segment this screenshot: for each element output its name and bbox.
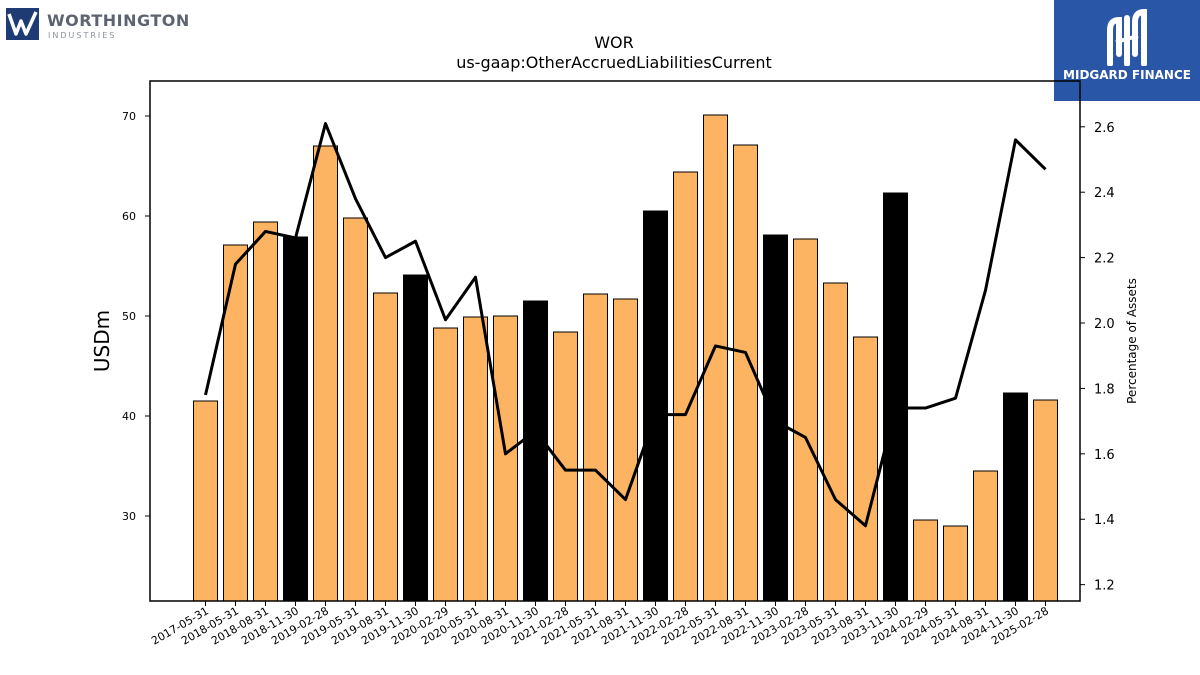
- bar: [433, 327, 458, 602]
- y2-tick-label: 2.0: [1094, 317, 1115, 332]
- bar: [673, 171, 698, 602]
- worthington-logo: WORTHINGTON INDUSTRIES: [6, 8, 189, 44]
- y2-tick-label: 1.2: [1094, 579, 1115, 594]
- bar: [823, 282, 848, 602]
- y2-tick-label: 1.6: [1094, 448, 1115, 463]
- bar: [283, 236, 308, 602]
- bar: [973, 470, 998, 602]
- worthington-name: WORTHINGTON: [47, 11, 190, 30]
- bar: [703, 114, 728, 602]
- percentage-line: [204, 122, 1047, 528]
- bar: [343, 217, 368, 602]
- chart-subtitle: us-gaap:OtherAccruedLiabilitiesCurrent: [456, 53, 772, 72]
- y2-tick-label: 2.2: [1094, 252, 1115, 267]
- bar: [883, 192, 908, 602]
- bar: [403, 274, 428, 602]
- bar: [853, 336, 878, 602]
- y2-tick-label: 1.8: [1094, 382, 1115, 397]
- chart-title: WOR: [594, 33, 634, 52]
- y-tick-label: 40: [122, 410, 136, 423]
- y-tick-label: 60: [122, 210, 136, 223]
- y2-axis-label: Percentage of Assets: [1125, 278, 1139, 404]
- bar: [463, 316, 488, 602]
- bar: [523, 300, 548, 602]
- line-series: [204, 122, 1047, 528]
- y2-tick-label: 2.6: [1094, 121, 1115, 136]
- plot-frame: [149, 80, 1081, 602]
- bar: [253, 221, 278, 602]
- worthington-w-icon: [6, 8, 39, 40]
- bar-series: [193, 114, 1058, 602]
- y2-tick-label: 2.4: [1094, 186, 1115, 201]
- y-tick-label: 70: [122, 110, 136, 123]
- right-axis: 1.2 1.4 1.6 1.8 2.0 2.2 2.4 2.6: [1080, 121, 1115, 594]
- bar: [1033, 399, 1058, 602]
- bar: [583, 293, 608, 602]
- bar: [913, 519, 938, 602]
- y-tick-label: 30: [122, 510, 136, 523]
- midgard-name: MIDGARD FINANCE: [1063, 68, 1191, 82]
- x-axis: 2017-05-312018-05-312018-08-312018-11-30…: [149, 601, 1051, 648]
- midgard-logo: MIDGARD FINANCE: [1054, 0, 1200, 101]
- bar: [943, 525, 968, 602]
- bar: [373, 292, 398, 602]
- bar: [493, 315, 518, 602]
- left-axis: 30 40 50 60 70: [122, 110, 150, 523]
- y-tick-label: 50: [122, 310, 136, 323]
- worthington-sub: INDUSTRIES: [48, 31, 117, 40]
- bar: [613, 298, 638, 602]
- bar: [193, 400, 218, 602]
- bar: [643, 210, 668, 602]
- y2-tick-label: 1.4: [1094, 513, 1115, 528]
- bar: [793, 238, 818, 602]
- y-axis-label: USDm: [90, 310, 114, 372]
- bar: [313, 145, 338, 602]
- bar: [553, 331, 578, 602]
- midgard-m-icon: [1107, 8, 1147, 66]
- bar: [1003, 392, 1028, 602]
